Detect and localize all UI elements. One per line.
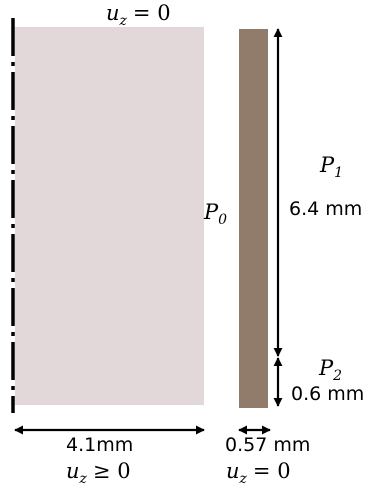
p1-label: P1 — [319, 153, 343, 181]
p0-label: P0 — [203, 200, 227, 228]
p1-dimension-label: 6.4 mm — [289, 198, 362, 220]
domain-region — [15, 27, 204, 405]
plate-region — [239, 29, 268, 408]
plate-width-label: 0.57 mm — [225, 434, 310, 456]
bottom-bc-plate-label: uz = 0 — [226, 459, 291, 487]
domain-width-label: 4.1mm — [66, 434, 133, 456]
p2-dimension-label: 0.6 mm — [291, 383, 364, 405]
top-bc-label: uz = 0 — [106, 1, 171, 29]
bottom-bc-domain-label: uz ≥ 0 — [66, 459, 131, 487]
p2-label: P2 — [318, 356, 342, 384]
